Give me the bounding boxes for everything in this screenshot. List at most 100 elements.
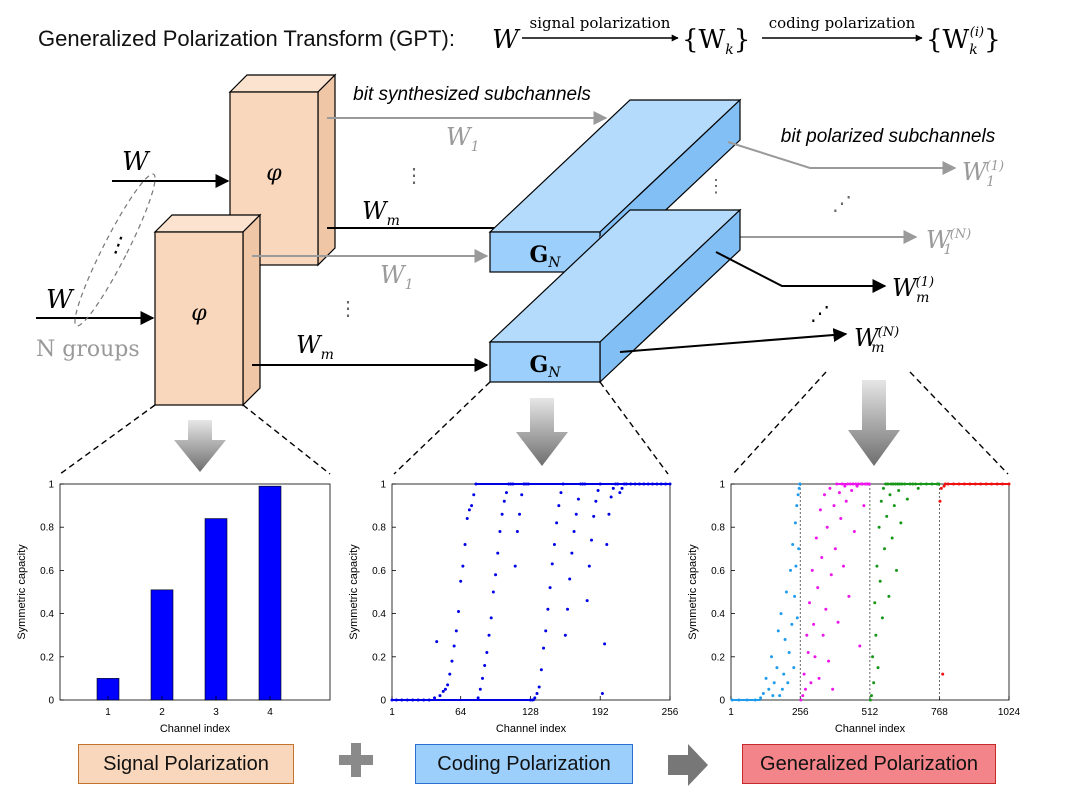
data-point (794, 564, 798, 568)
dots-diag-top: ⋰ (832, 191, 852, 215)
data-point (775, 666, 779, 670)
data-point (873, 601, 877, 605)
right-arrow-icon (668, 744, 708, 786)
zoom-arrows (59, 371, 1009, 475)
data-point (557, 504, 561, 508)
data-point (778, 694, 782, 698)
data-point (879, 499, 883, 503)
data-point (620, 486, 624, 490)
data-point (786, 681, 790, 685)
y-tick-label: 0.6 (711, 566, 725, 577)
x-tick-label: 3 (213, 707, 219, 718)
data-point (883, 547, 887, 551)
data-point (457, 609, 461, 613)
connections: bit synthesized subchannels W1 ⋮ Wm W1 ⋮… (252, 84, 608, 372)
bottom-connectors (339, 743, 708, 786)
chart-1: 0 0.2 0.4 0.6 0.8 1 Symmetric capacity Channel … (16, 480, 331, 735)
data-point (805, 633, 809, 637)
data-point (801, 694, 805, 698)
chart-3: 0 0.2 0.4 0.6 0.8 1 Symmetric capacity Channel … (687, 480, 1021, 736)
data-point (772, 681, 776, 685)
data-point (607, 512, 611, 516)
data-point (594, 499, 598, 503)
data-point (592, 514, 596, 518)
data-point (559, 491, 563, 495)
data-point (814, 536, 818, 540)
data-point (790, 622, 794, 626)
data-point (533, 696, 537, 700)
data-point (892, 504, 896, 508)
data-point (871, 655, 875, 659)
data-point (806, 650, 810, 654)
data-point (776, 629, 780, 633)
coding-polarization-text: Coding Polarization (437, 752, 611, 775)
data-point (789, 568, 793, 572)
y-axis-label: Symmetric capacity (16, 544, 28, 640)
data-point (759, 696, 763, 700)
w1-1-out: W(1) 1 (962, 158, 1004, 190)
data-point (831, 687, 835, 691)
data-point (782, 672, 786, 676)
data-point (572, 530, 576, 534)
y-axis-label: Symmetric capacity (687, 544, 699, 640)
groups-label: N groups (36, 337, 140, 362)
x-tick-label: 1024 (998, 707, 1021, 718)
data-point (454, 629, 458, 633)
phi-block-back: φ (228, 73, 337, 267)
data-point (544, 629, 548, 633)
data-point (535, 692, 539, 696)
groups-dots: ⋮ (104, 230, 133, 261)
data-point (487, 633, 491, 637)
data-point (872, 681, 876, 685)
y-tick-label: 0 (719, 696, 725, 707)
data-point (513, 564, 517, 568)
x-tick-label: 2 (159, 707, 165, 718)
data-point (793, 521, 797, 525)
data-point (878, 579, 882, 583)
data-point (942, 484, 946, 488)
y-tick-label: 0.2 (372, 652, 386, 663)
y-tick-label: 0.6 (40, 566, 54, 577)
data-point (485, 650, 489, 654)
wm-1-out: W(1) m (892, 274, 934, 306)
data-point (844, 499, 848, 503)
data-point (459, 579, 463, 583)
dots-top-mid: ⋮ (404, 163, 424, 187)
data-point (542, 646, 546, 650)
data-point (795, 616, 799, 620)
y-tick-label: 0.2 (711, 652, 725, 663)
wm-top: Wm (362, 197, 400, 229)
data-point (491, 590, 495, 594)
data-point (797, 547, 801, 551)
y-tick-label: 0 (380, 696, 386, 707)
data-point (890, 536, 894, 540)
data-point (605, 542, 609, 546)
data-point (783, 638, 787, 642)
data-point (818, 508, 822, 512)
y-tick-label: 1 (719, 480, 725, 491)
data-point (829, 573, 833, 577)
data-point (470, 504, 474, 508)
x-tick-label: 256 (792, 707, 809, 718)
data-point (874, 633, 878, 637)
bar-3 (204, 518, 228, 701)
y-tick-label: 0.4 (40, 609, 54, 620)
x-tick-label: 512 (862, 707, 879, 718)
data-point (496, 551, 500, 555)
x-tick-label: 192 (592, 707, 609, 718)
phi-symbol-back: φ (266, 161, 282, 186)
data-point (570, 551, 574, 555)
data-point (877, 525, 881, 529)
data-point (550, 562, 554, 566)
dots-right-top: ⋮ (707, 176, 725, 197)
data-point (585, 599, 589, 603)
data-point (842, 564, 846, 568)
data-point (897, 488, 901, 492)
data-point (609, 495, 613, 499)
data-point (504, 491, 508, 495)
signal-polarization-box: Signal Polarization (78, 744, 294, 784)
input-W-bottom: W (46, 285, 75, 315)
data-point (817, 676, 821, 680)
data-point (916, 486, 920, 490)
x-tick-label: 4 (267, 707, 273, 718)
